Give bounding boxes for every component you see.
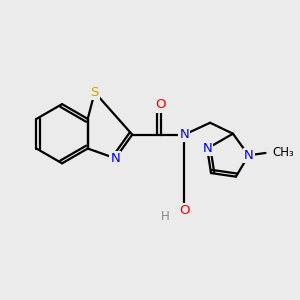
Text: N: N: [244, 149, 254, 162]
Text: N: N: [202, 142, 212, 155]
Text: O: O: [179, 204, 190, 217]
Text: N: N: [110, 152, 120, 165]
Text: H: H: [161, 210, 170, 223]
Text: N: N: [179, 128, 189, 141]
Text: S: S: [91, 86, 99, 99]
Text: CH₃: CH₃: [272, 146, 294, 160]
Text: O: O: [155, 98, 166, 112]
